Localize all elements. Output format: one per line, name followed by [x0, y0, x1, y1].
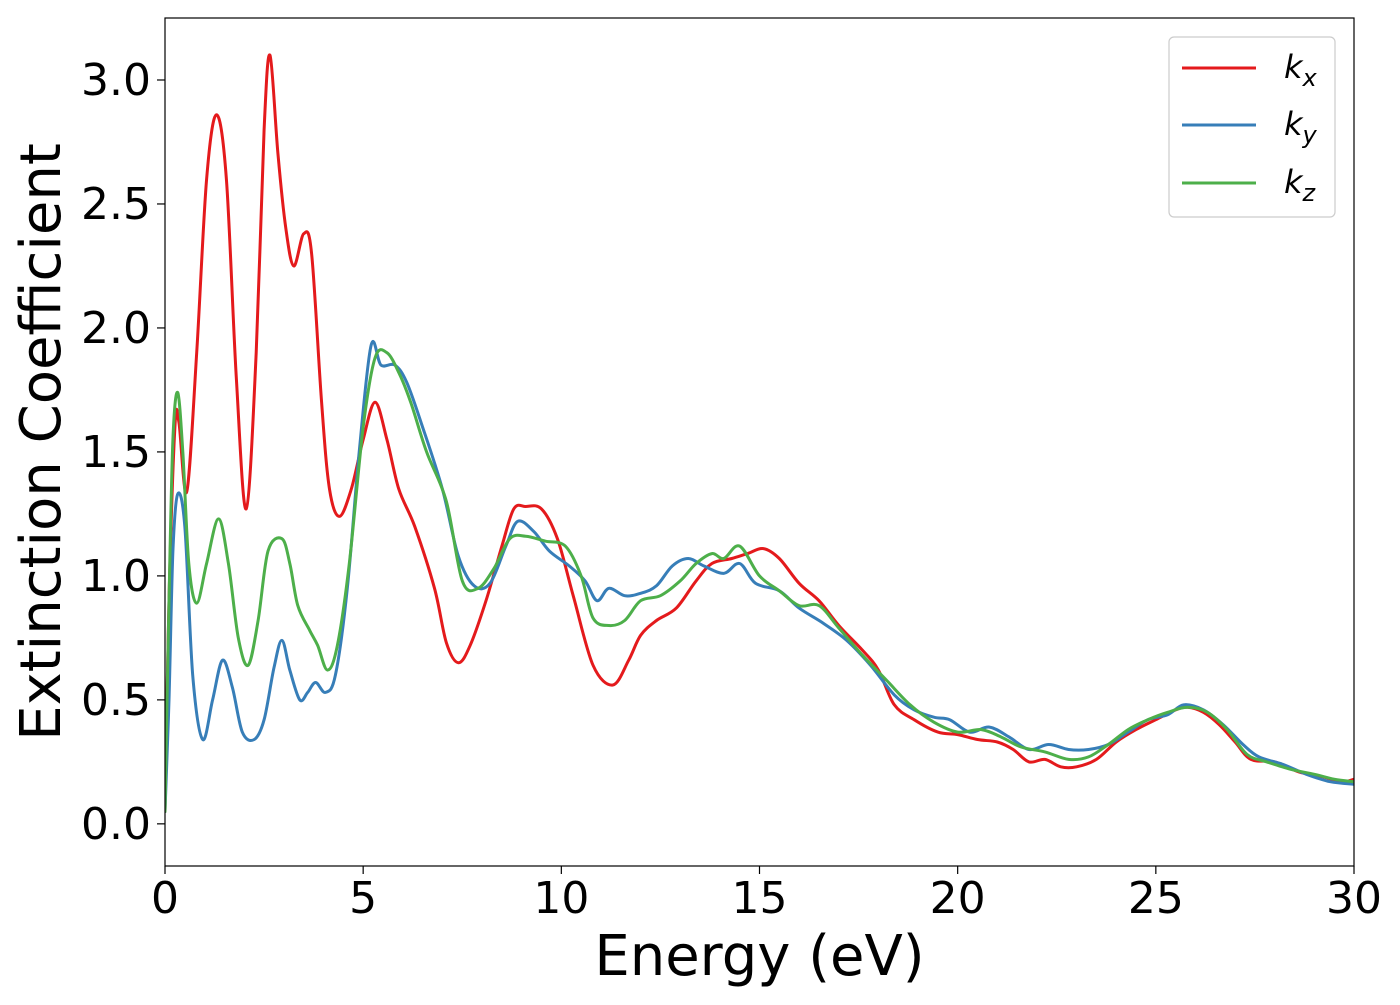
x-tick-label: 30	[1326, 873, 1382, 924]
y-tick-label: 3.0	[81, 55, 151, 106]
series-line-kx	[165, 53, 1354, 813]
legend-label-ky: ky	[1284, 105, 1318, 149]
x-tick-label: 5	[349, 873, 377, 924]
series-line-ky	[165, 340, 1354, 813]
y-tick-label: 1.0	[81, 551, 151, 602]
y-axis-label: Extinction Coefficient	[9, 143, 74, 741]
legend: kx ky kz	[1168, 36, 1336, 218]
x-tick-label: 10	[533, 873, 589, 924]
y-tick-label: 2.5	[81, 179, 151, 230]
x-tick-label: 0	[151, 873, 179, 924]
y-tick-label: 2.0	[81, 303, 151, 354]
y-tick-label: 1.5	[81, 427, 151, 478]
x-tick-label: 20	[930, 873, 986, 924]
series-lines	[165, 53, 1354, 813]
legend-label-kx: kx	[1284, 48, 1318, 92]
y-tick-label: 0.5	[81, 675, 151, 726]
x-axis-label: Energy (eV)	[594, 924, 924, 989]
x-tick-label: 25	[1128, 873, 1184, 924]
y-tick-label: 0.0	[81, 799, 151, 850]
legend-label-kz: kz	[1284, 163, 1317, 207]
legend-box	[1168, 36, 1336, 218]
axis-ticks: 0 5 10 15 20 25 30 0.0 0.5 1.0 1.5 2.0 2.5 3.0	[81, 55, 1382, 924]
series-line-kz	[165, 348, 1354, 813]
x-tick-label: 15	[732, 873, 788, 924]
